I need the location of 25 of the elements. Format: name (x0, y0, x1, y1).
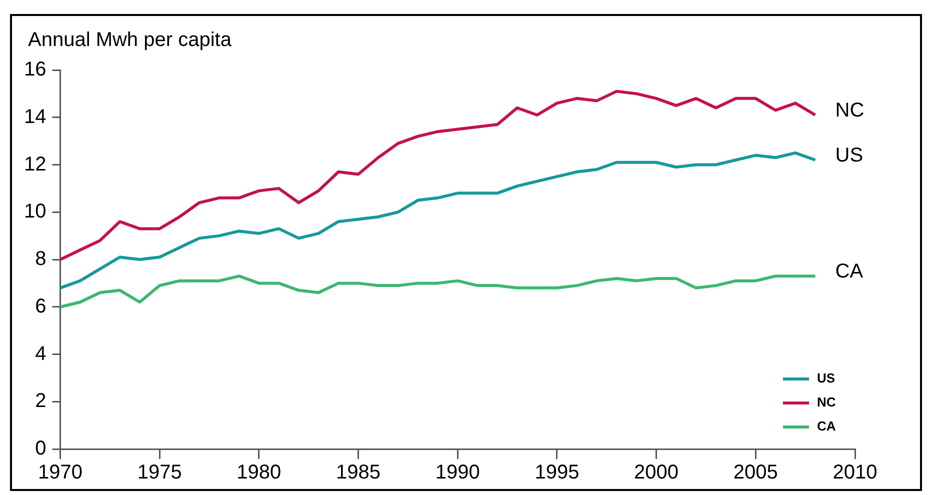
legend-label: NC (817, 394, 836, 410)
legend-label: CA (817, 418, 836, 434)
x-tick-label: 1995 (534, 462, 580, 484)
y-tick-label: 8 (35, 248, 46, 270)
y-tick-label: 14 (24, 106, 46, 128)
x-tick-label: 2000 (634, 462, 679, 484)
y-tick-label: 0 (35, 438, 46, 460)
x-tick-label: 1980 (236, 462, 282, 484)
x-tick-label: 2010 (832, 462, 878, 484)
y-tick-label: 16 (24, 58, 46, 81)
y-tick-label: 2 (35, 390, 46, 412)
y-tick-label: 6 (35, 295, 46, 318)
x-tick-label: 1985 (336, 462, 381, 484)
x-tick-label: 1975 (137, 462, 182, 484)
x-tick-label: 1990 (435, 462, 480, 484)
text: NC (835, 100, 864, 122)
text: US (835, 144, 864, 167)
x-tick-label: 1970 (38, 462, 82, 484)
y-tick-label: 4 (35, 342, 46, 365)
legend-label: US (817, 370, 836, 386)
text: CA (835, 260, 864, 283)
y-tick-label: 12 (24, 153, 46, 176)
x-tick-label: 2005 (733, 462, 778, 484)
y-axis-title: Annual Mwh per capita (28, 29, 232, 51)
y-tick-label: 10 (24, 200, 46, 223)
